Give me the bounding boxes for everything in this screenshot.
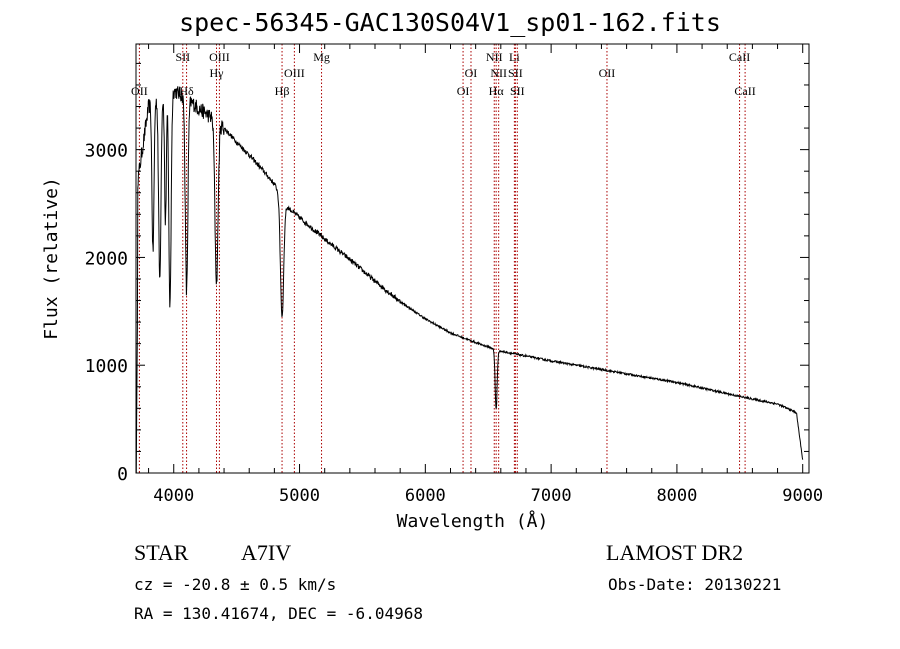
line-marker-label: NII — [490, 66, 507, 80]
line-marker-label: CaII — [734, 84, 755, 98]
y-tick-label: 3000 — [85, 141, 128, 162]
line-marker-label: SII — [508, 66, 523, 80]
y-tick-label: 1000 — [85, 356, 128, 377]
line-marker-label: CaII — [729, 50, 750, 64]
coordinates: RA = 130.41674, DEC = -6.04968 — [134, 604, 423, 623]
x-tick-label: 4000 — [153, 486, 194, 506]
x-tick-label: 5000 — [279, 486, 320, 506]
line-marker-label: OIII — [284, 66, 305, 80]
x-tick-label: 9000 — [782, 486, 823, 506]
object-class: STAR — [134, 540, 189, 565]
survey-name: LAMOST DR2 — [606, 540, 744, 565]
plot-frame — [135, 43, 810, 474]
chart-title: spec-56345-GAC130S04V1_sp01-162.fits — [179, 8, 721, 37]
line-marker-label: SII — [510, 84, 525, 98]
observation-date: Obs-Date: 20130221 — [608, 575, 782, 594]
line-marker-label: Hα — [489, 84, 505, 98]
line-marker-label: Hδ — [179, 84, 194, 98]
y-axis-label: Flux (relative) — [41, 177, 62, 340]
line-marker-label: SII — [175, 50, 190, 64]
redshift-cz: cz = -20.8 ± 0.5 km/s — [134, 575, 337, 594]
spectrum-line — [135, 86, 804, 474]
line-marker-label: Hβ — [275, 84, 290, 98]
line-marker-label: Hγ — [210, 66, 225, 80]
y-tick-label: 0 — [117, 464, 128, 485]
line-marker-label: Mg — [313, 50, 330, 64]
object-subclass: A7IV — [241, 540, 292, 565]
line-marker-label: NII — [486, 50, 503, 64]
line-marker-label: OIII — [209, 50, 230, 64]
x-axis-label: Wavelength (Å) — [397, 510, 549, 532]
line-marker-label: OI — [465, 66, 478, 80]
x-tick-label: 6000 — [405, 486, 446, 506]
line-marker-label: OI — [457, 84, 470, 98]
x-tick-label: 7000 — [531, 486, 572, 506]
x-tick-label: 8000 — [656, 486, 697, 506]
line-marker-label: Li — [509, 50, 520, 64]
y-tick-label: 2000 — [85, 248, 128, 269]
line-marker-label: OII — [131, 84, 148, 98]
line-marker-label: OII — [599, 66, 616, 80]
